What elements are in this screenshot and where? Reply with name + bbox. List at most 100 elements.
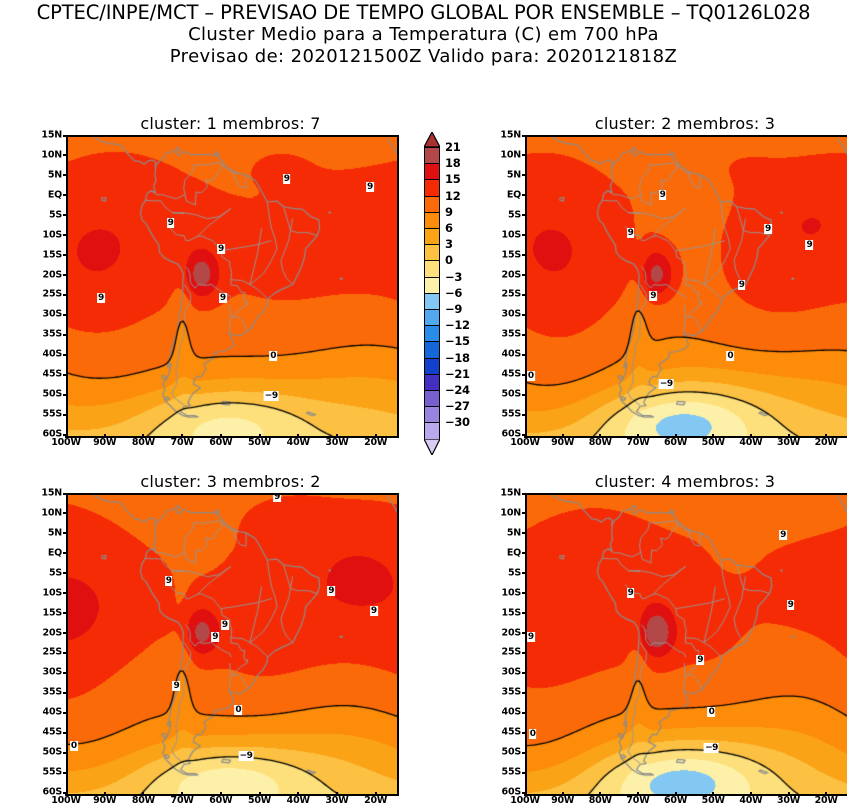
y-axis-tick-label: 25S <box>42 288 63 300</box>
map-plot-area-cluster-2[interactable]: 9 9 9 9 9 9 0 0 −9 <box>525 135 847 438</box>
title-line-validity: Previsao de: 2020121500Z Valido para: 20… <box>169 46 678 67</box>
y-axis-tick-label: 20S <box>501 627 522 639</box>
colorbar-tick-label: 18 <box>445 156 461 171</box>
y-axis-tick-label: EQ <box>506 547 521 559</box>
title-line-variable: Cluster Medio para a Temperatura (C) em … <box>188 24 659 45</box>
contour-label: 9 <box>172 681 181 692</box>
y-axis-tick-label: 15S <box>501 249 522 261</box>
y-axis-tick-label: 50S <box>42 388 63 400</box>
map-plot-area-cluster-1[interactable]: 9 9 9 9 9 9 0 −9 <box>66 135 399 438</box>
colorbar-tick-label: −12 <box>445 318 470 333</box>
y-axis-tick-label: 15N <box>41 487 62 499</box>
y-axis-tick-label: 30S <box>501 308 522 320</box>
y-axis-tick-label: 5N <box>506 169 521 181</box>
x-axis-tick-label: 40W <box>739 437 763 448</box>
contour-label: 0 <box>69 741 78 752</box>
contour-label: −9 <box>238 751 254 762</box>
y-axis-tick-label: 60S <box>501 786 522 798</box>
contour-label: 9 <box>164 575 173 586</box>
y-axis-tick-label: 50S <box>501 746 522 758</box>
contour-label: 9 <box>166 217 175 228</box>
colorbar-band <box>424 390 440 408</box>
x-axis-tick-label: 100W <box>51 795 81 806</box>
colorbar-tick-label: −21 <box>445 366 470 381</box>
colorbar-tick-label: −6 <box>445 285 463 300</box>
contour-label: 9 <box>366 181 374 192</box>
y-axis-tick-label: 15N <box>500 129 521 141</box>
colorbar-band <box>424 228 440 246</box>
y-axis-tick-label: 40S <box>42 348 63 360</box>
panel-title-cluster-2: cluster: 2 membros: 3 <box>594 114 776 133</box>
map-plot-area-cluster-3[interactable]: 9 9 9 9 9 9 9 0 0 −9 <box>66 493 399 796</box>
y-axis-tick-label: 40S <box>42 706 63 718</box>
contour-label: 0 <box>269 351 278 362</box>
colorbar-tick-label: −15 <box>445 334 470 349</box>
y-axis-tick-label: 20S <box>501 269 522 281</box>
x-axis-tick-label: 40W <box>286 437 310 448</box>
colorbar-band <box>424 341 440 359</box>
temperature-field-cluster-1 <box>68 137 397 436</box>
y-axis-tick-label: 45S <box>501 726 522 738</box>
colorbar-band <box>424 195 440 213</box>
contour-label: 9 <box>369 605 378 616</box>
contour-label: 9 <box>273 493 281 502</box>
colorbar-band <box>424 357 440 375</box>
contour-label: 9 <box>786 599 795 610</box>
x-axis-tick-label: 80W <box>588 437 612 448</box>
x-axis-tick-label: 30W <box>325 437 349 448</box>
x-axis-tick-label: 30W <box>325 795 349 806</box>
x-axis-tick-label: 30W <box>776 795 801 806</box>
colorbar-tick-label: −24 <box>445 383 470 397</box>
x-axis-tick-label: 50W <box>701 795 725 806</box>
y-axis-tick-label: 10N <box>41 149 62 161</box>
colorbar-tick-label: −30 <box>445 415 470 430</box>
title-line-organization: CPTEC/INPE/MCT – PREVISAO DE TEMPO GLOBA… <box>36 1 811 24</box>
y-axis-tick-label: 5N <box>506 527 521 539</box>
y-axis-tick-label: 45S <box>42 368 63 380</box>
y-axis-tick-label: 5S <box>507 567 521 579</box>
x-axis-tick-label: 40W <box>739 795 763 806</box>
x-axis-tick-label: 100W <box>510 795 540 806</box>
y-axis-tick-label: 40S <box>501 706 522 718</box>
colorbar-tick-label: 9 <box>445 204 453 219</box>
colorbar-tick-label: 15 <box>445 172 461 187</box>
y-axis-tick-label: 5S <box>48 209 62 221</box>
colorbar-tick-label: −9 <box>445 302 463 316</box>
x-axis-tick-label: 60W <box>209 437 233 448</box>
y-axis-tick-label: 15S <box>501 607 522 619</box>
y-axis-tick-label: 35S <box>501 686 522 698</box>
contour-label: 9 <box>626 227 635 238</box>
y-axis-tick-label: 5S <box>48 567 62 579</box>
colorbar-tick-label: 6 <box>445 221 453 235</box>
x-axis-tick-label: 20W <box>364 795 388 806</box>
y-axis-tick-label: 55S <box>501 408 522 420</box>
colorbar-tick-label: −3 <box>445 269 463 284</box>
y-axis-tick-label: 60S <box>42 786 63 798</box>
contour-label: 9 <box>327 585 336 596</box>
contour-label: −9 <box>704 743 719 754</box>
y-axis-tick-label: 35S <box>501 328 522 340</box>
colorbar-band <box>424 292 440 310</box>
colorbar-band <box>424 260 440 278</box>
y-axis-tick-label: 45S <box>42 726 63 738</box>
colorbar-band <box>424 163 440 181</box>
contour-label: −9 <box>263 391 279 402</box>
colorbar-over-arrow <box>423 130 441 148</box>
colorbar-band <box>424 276 440 294</box>
temperature-field-cluster-4 <box>527 495 847 794</box>
y-axis-tick-label: 20S <box>42 627 63 639</box>
y-axis-tick-label: 10S <box>501 587 522 599</box>
colorbar-band <box>424 147 440 165</box>
y-axis-tick-label: 10N <box>500 149 521 161</box>
x-axis-tick-label: 30W <box>776 437 801 448</box>
y-axis-tick-label: 10N <box>41 507 62 519</box>
x-axis-tick-label: 70W <box>626 437 650 448</box>
y-axis-tick-label: 30S <box>42 666 63 678</box>
colorbar-tick-label: 21 <box>445 140 461 154</box>
x-axis-tick-label: 20W <box>814 795 838 806</box>
x-axis-tick-label: 60W <box>664 437 688 448</box>
contour-label: 9 <box>282 173 291 184</box>
map-plot-area-cluster-4[interactable]: 9 9 9 9 9 0 0 −9 <box>525 493 847 796</box>
